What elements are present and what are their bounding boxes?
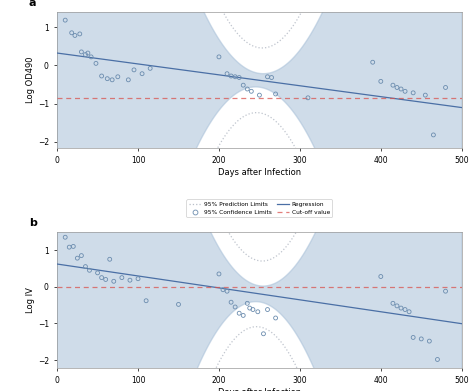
- X-axis label: Days after Infection: Days after Infection: [218, 168, 301, 177]
- Point: [78, 49, 85, 55]
- Point: [231, 304, 239, 310]
- Point: [98, 274, 105, 281]
- Point: [87, 54, 95, 60]
- X-axis label: Days after Infection: Days after Infection: [218, 387, 301, 391]
- Point: [138, 70, 146, 77]
- Point: [264, 307, 271, 313]
- Point: [61, 234, 69, 240]
- Point: [106, 256, 113, 262]
- Point: [215, 54, 223, 60]
- Point: [73, 255, 81, 261]
- Point: [422, 92, 429, 98]
- Point: [401, 307, 409, 313]
- Point: [118, 274, 126, 281]
- Point: [114, 74, 121, 80]
- Point: [417, 336, 425, 342]
- Point: [235, 310, 243, 316]
- Point: [61, 17, 69, 23]
- Point: [110, 278, 118, 284]
- Point: [389, 82, 397, 88]
- Point: [215, 271, 223, 277]
- Point: [401, 88, 409, 95]
- Point: [405, 308, 413, 315]
- Point: [397, 86, 405, 92]
- Point: [102, 276, 109, 283]
- Point: [65, 244, 73, 250]
- Point: [142, 298, 150, 304]
- Point: [94, 270, 101, 276]
- Point: [393, 303, 401, 309]
- Point: [235, 74, 243, 81]
- Point: [249, 307, 257, 313]
- Text: b: b: [29, 218, 37, 228]
- Legend: 95% Prediction Limits, 95% Confidence Limits, Regression, Cut-off value: 95% Prediction Limits, 95% Confidence Li…: [187, 199, 332, 217]
- Point: [377, 78, 385, 84]
- Point: [434, 356, 441, 362]
- Text: a: a: [29, 0, 36, 8]
- Point: [429, 132, 437, 138]
- Point: [442, 288, 449, 294]
- Point: [125, 77, 132, 83]
- Point: [92, 60, 100, 66]
- Point: [134, 276, 142, 282]
- Point: [109, 77, 116, 83]
- Point: [377, 273, 385, 280]
- Point: [426, 338, 433, 344]
- Point: [389, 300, 397, 307]
- Point: [126, 277, 134, 283]
- Point: [246, 305, 254, 311]
- Point: [147, 65, 154, 72]
- Point: [69, 243, 77, 249]
- Point: [227, 73, 235, 79]
- Point: [227, 299, 235, 305]
- Point: [409, 334, 417, 341]
- Point: [259, 331, 267, 337]
- Point: [239, 312, 247, 319]
- Point: [409, 90, 417, 96]
- Point: [256, 92, 263, 98]
- Point: [304, 95, 312, 101]
- Y-axis label: Log OD490: Log OD490: [26, 56, 35, 103]
- Point: [81, 264, 89, 270]
- Point: [103, 75, 111, 82]
- Point: [369, 59, 377, 65]
- Point: [231, 74, 239, 80]
- Point: [81, 52, 89, 58]
- Point: [130, 67, 138, 73]
- Point: [76, 31, 84, 37]
- Point: [397, 305, 405, 311]
- Point: [84, 50, 92, 56]
- Point: [71, 32, 79, 39]
- Point: [254, 308, 262, 315]
- Point: [243, 86, 251, 92]
- Point: [272, 91, 279, 97]
- Point: [68, 30, 76, 36]
- Point: [272, 315, 279, 321]
- Point: [175, 301, 182, 308]
- Point: [442, 84, 449, 91]
- Y-axis label: Log IV: Log IV: [26, 287, 35, 312]
- Point: [223, 70, 231, 77]
- Point: [239, 82, 247, 88]
- Point: [268, 74, 275, 81]
- Point: [393, 84, 401, 91]
- Point: [86, 267, 93, 273]
- Point: [98, 73, 105, 79]
- Point: [243, 300, 251, 307]
- Point: [219, 287, 227, 293]
- Point: [264, 74, 271, 80]
- Point: [223, 288, 231, 294]
- Point: [248, 88, 255, 95]
- Point: [78, 253, 85, 259]
